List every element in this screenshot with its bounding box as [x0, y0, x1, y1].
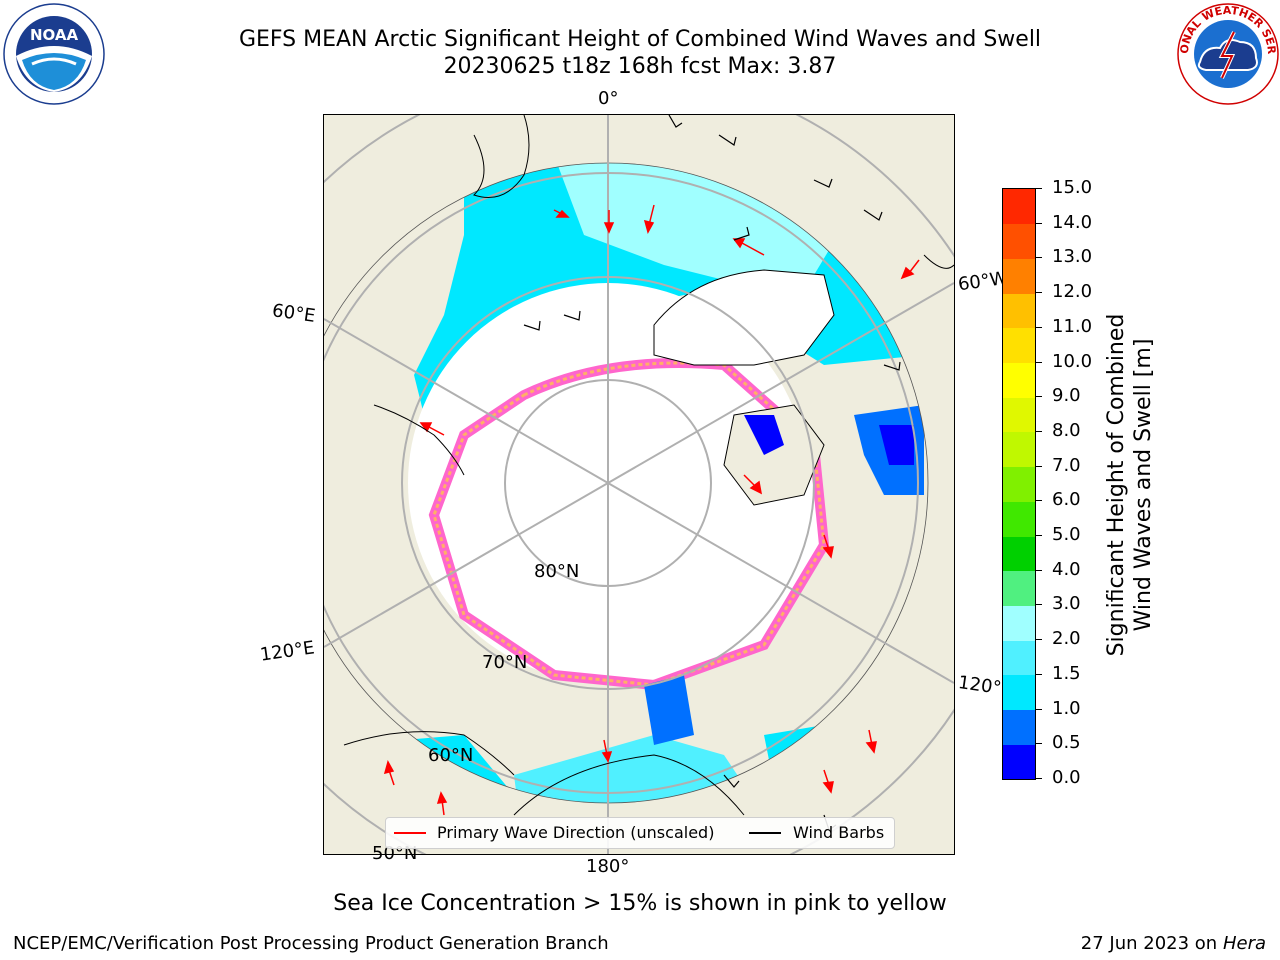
polar-map-canvas — [324, 115, 954, 854]
colorbar-swatch — [1003, 293, 1035, 329]
colorbar-tick-label: 8.0 — [1052, 419, 1081, 441]
colorbar-swatch — [1003, 189, 1035, 225]
colorbar-swatch — [1003, 709, 1035, 745]
colorbar-tick-label: 6.0 — [1052, 489, 1081, 511]
colorbar — [1002, 188, 1036, 780]
colorbar-tick — [1036, 257, 1042, 259]
colorbar-swatch — [1003, 223, 1035, 259]
lon-label-180: 180° — [586, 856, 630, 877]
colorbar-tick — [1036, 535, 1042, 537]
colorbar-tick-label: 11.0 — [1052, 315, 1093, 337]
sea-ice-pack — [434, 363, 824, 685]
colorbar-tick — [1036, 778, 1042, 779]
colorbar-tick — [1036, 500, 1042, 502]
lat-label-80: 80°N — [534, 561, 580, 582]
colorbar-tick-label: 1.0 — [1052, 697, 1081, 719]
colorbar-tick-label: 2.0 — [1052, 628, 1081, 650]
colorbar-tick — [1036, 639, 1042, 641]
footer-host: Hera — [1222, 933, 1266, 954]
noaa-logo-icon: NOAA — [3, 3, 105, 105]
colorbar-tick — [1036, 396, 1042, 398]
lat-label-60: 60°N — [428, 745, 474, 766]
colorbar-tick — [1036, 604, 1042, 606]
noaa-logo-text: NOAA — [30, 26, 79, 44]
colorbar-swatch — [1003, 466, 1035, 502]
greenland-ice — [653, 269, 835, 366]
legend-wind-barb-label: Wind Barbs — [793, 823, 885, 842]
colorbar-tick — [1036, 569, 1042, 571]
colorbar-swatch — [1003, 501, 1035, 537]
map-title: GEFS MEAN Arctic Significant Height of C… — [238, 27, 1042, 52]
meridians — [324, 115, 954, 854]
colorbar-tick — [1036, 743, 1042, 745]
polar-map: 80°N 70°N 60°N — [323, 114, 955, 855]
coastlines — [343, 115, 954, 816]
lon-label-120e: 120°E — [258, 637, 316, 666]
colorbar-swatch — [1003, 431, 1035, 468]
legend-wind-barb-swatch — [749, 832, 781, 834]
colorbar-title-line1: Significant Height of Combined — [1104, 313, 1129, 657]
colorbar-tick-label: 5.0 — [1052, 524, 1081, 546]
colorbar-tick — [1036, 465, 1042, 467]
colorbar-tick-label: 4.0 — [1052, 558, 1081, 580]
legend-wave-direction-swatch — [394, 832, 426, 834]
colorbar-swatch — [1003, 640, 1035, 676]
colorbar-tick-label: 7.0 — [1052, 454, 1081, 476]
wave-direction-arrows — [383, 204, 920, 816]
wave-field-chukchi — [644, 675, 694, 745]
lat-label-70: 70°N — [482, 652, 528, 673]
colorbar-swatch — [1003, 327, 1035, 364]
wave-field-bering — [514, 735, 764, 803]
colorbar-tick — [1036, 222, 1042, 224]
colorbar-swatch — [1003, 536, 1035, 572]
colorbar-tick-label: 0.5 — [1052, 732, 1081, 754]
colorbar-swatch — [1003, 744, 1035, 780]
wave-field-baffin-blue — [744, 415, 784, 455]
colorbar-tick-label: 0.0 — [1052, 767, 1081, 788]
colorbar-tick-label: 9.0 — [1052, 385, 1081, 407]
colorbar-tick — [1036, 708, 1042, 710]
colorbar-tick-label: 10.0 — [1052, 350, 1093, 372]
colorbar-tick — [1036, 292, 1042, 294]
colorbar-swatch — [1003, 605, 1035, 641]
legend-wave-direction-label: Primary Wave Direction (unscaled) — [437, 823, 715, 842]
colorbar-tick-label: 12.0 — [1052, 281, 1093, 303]
lon-label-60e: 60°E — [270, 300, 317, 327]
colorbar-tick — [1036, 673, 1042, 675]
nws-logo-icon: NATIONAL WEATHER SERVICE — [1176, 2, 1279, 105]
colorbar-tick-label: 3.0 — [1052, 593, 1081, 615]
colorbar-tick-label: 1.5 — [1052, 662, 1081, 684]
colorbar-swatch — [1003, 570, 1035, 606]
colorbar-swatch — [1003, 397, 1035, 433]
lon-label-0: 0° — [598, 88, 619, 109]
colorbar-tick — [1036, 361, 1042, 363]
map-subtitle: 20230625 t18z 168h fcst Max: 3.87 — [443, 54, 837, 79]
colorbar-tick-label: 15.0 — [1052, 177, 1093, 198]
footer-date-text: 27 Jun 2023 on — [1080, 933, 1218, 954]
colorbar-swatch — [1003, 258, 1035, 294]
colorbar-tick — [1036, 326, 1042, 328]
colorbar-swatch — [1003, 674, 1035, 711]
colorbar-tick — [1036, 430, 1042, 432]
footer-credit: NCEP/EMC/Verification Post Processing Pr… — [13, 933, 609, 954]
ice-edge-pink — [428, 358, 830, 691]
map-legend: Primary Wave Direction (unscaled) Wind B… — [385, 817, 895, 849]
footer-date: 27 Jun 2023 on Hera — [1081, 933, 1266, 954]
colorbar-title-line2: Wind Waves and Swell [m] — [1131, 338, 1156, 632]
colorbar-swatch — [1003, 362, 1035, 398]
colorbar-tick — [1036, 188, 1042, 189]
colorbar-tick-label: 13.0 — [1052, 246, 1093, 268]
sea-ice-caption: Sea Ice Concentration > 15% is shown in … — [333, 891, 947, 916]
lon-label-120w: 120° — [956, 672, 1003, 699]
wave-field-hudson-blue — [879, 425, 914, 465]
colorbar-tick-label: 14.0 — [1052, 211, 1093, 233]
colorbar-title: Significant Height of Combined Wind Wave… — [1103, 245, 1157, 725]
ocean-field — [344, 163, 928, 803]
